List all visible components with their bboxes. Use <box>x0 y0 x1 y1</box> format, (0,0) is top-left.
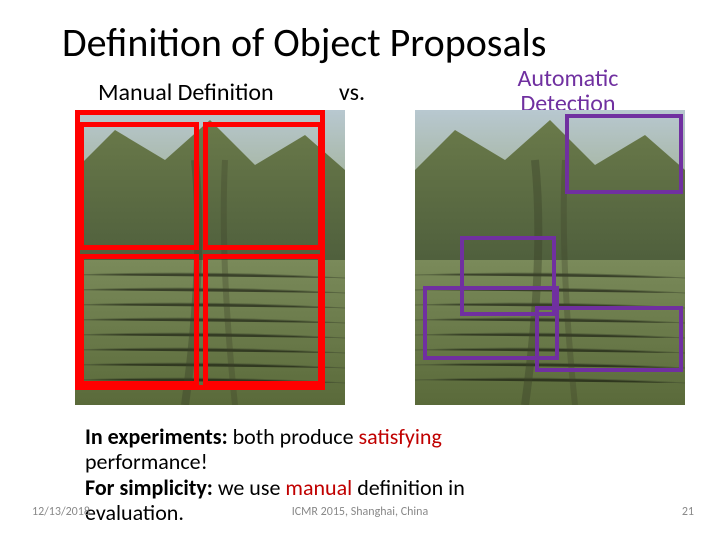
bottom-text-span: satisfying <box>359 423 442 450</box>
manual-box <box>79 254 199 386</box>
auto-box <box>565 114 683 194</box>
bottom-text-span: both produce <box>233 423 359 450</box>
slide-title: Definition of Object Proposals <box>62 18 546 67</box>
bottom-text-span: performance! <box>85 448 208 475</box>
label-manual: Manual Definition <box>98 78 274 107</box>
right-image <box>415 110 685 405</box>
bottom-text-span: definition in <box>352 474 465 501</box>
bottom-text-span: we use <box>218 474 286 501</box>
label-vs: vs. <box>322 78 382 107</box>
slide: Definition of Object Proposals Manual De… <box>0 0 720 540</box>
bottom-text-span: evaluation. <box>85 499 184 526</box>
manual-box <box>203 254 323 386</box>
bottom-text-span: For simplicity: <box>85 474 218 501</box>
manual-box <box>79 122 199 250</box>
manual-box <box>203 122 323 250</box>
footer-center: ICMR 2015, Shanghai, China <box>260 505 460 519</box>
footer-page: 21 <box>664 505 694 519</box>
label-automatic: Automatic Detection <box>478 66 658 116</box>
left-image <box>75 110 345 405</box>
auto-box <box>535 306 683 372</box>
bottom-text-span: In experiments: <box>85 423 233 450</box>
footer-date: 12/13/2018 <box>32 505 90 519</box>
bottom-text-span: manual <box>285 474 352 501</box>
